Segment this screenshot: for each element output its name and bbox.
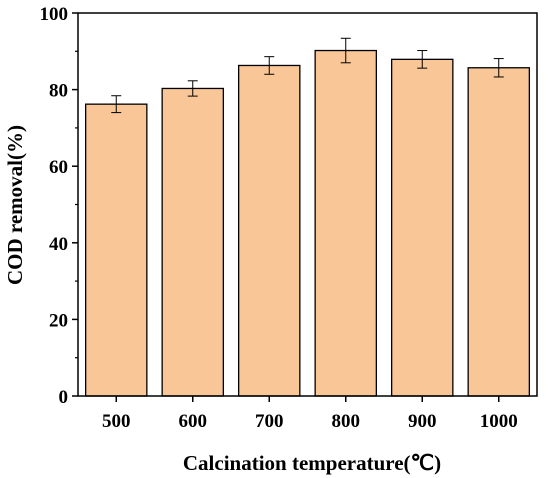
y-tick-label-40: 40	[49, 234, 68, 255]
error-bar-800	[340, 37, 351, 64]
bar-900	[390, 58, 454, 397]
error-bar-1000	[493, 58, 504, 78]
x-tick-label-600: 600	[179, 411, 208, 432]
error-bar-700	[264, 56, 275, 75]
x-tick-label-500: 500	[102, 411, 131, 432]
bar-1000	[467, 67, 530, 397]
x-axis-title: Calcination temperature(℃)	[183, 451, 441, 475]
y-tick-label-20: 20	[49, 310, 68, 331]
error-bars-layer	[111, 37, 504, 114]
y-tick-label-100: 100	[40, 4, 69, 25]
y-tick-label-80: 80	[49, 81, 68, 102]
bar-500	[85, 103, 148, 397]
error-bar-900	[417, 50, 428, 69]
x-tick-label-800: 800	[332, 411, 361, 432]
ticks-layer: 500 600 700 800 900 1000 0 20 40 60 80 100	[40, 4, 518, 432]
bar-700	[237, 64, 301, 397]
error-bar-500	[111, 95, 122, 114]
bar-600	[161, 87, 224, 397]
x-tick-label-1000: 1000	[480, 411, 518, 432]
error-bar-600	[187, 80, 198, 97]
y-tick-label-0: 0	[59, 387, 69, 408]
bars-layer	[85, 49, 530, 397]
x-tick-label-900: 900	[408, 411, 437, 432]
bar-800	[314, 49, 377, 397]
y-tick-label-60: 60	[49, 157, 68, 178]
x-tick-label-700: 700	[255, 411, 284, 432]
y-axis-title: COD removal(%)	[3, 125, 27, 285]
